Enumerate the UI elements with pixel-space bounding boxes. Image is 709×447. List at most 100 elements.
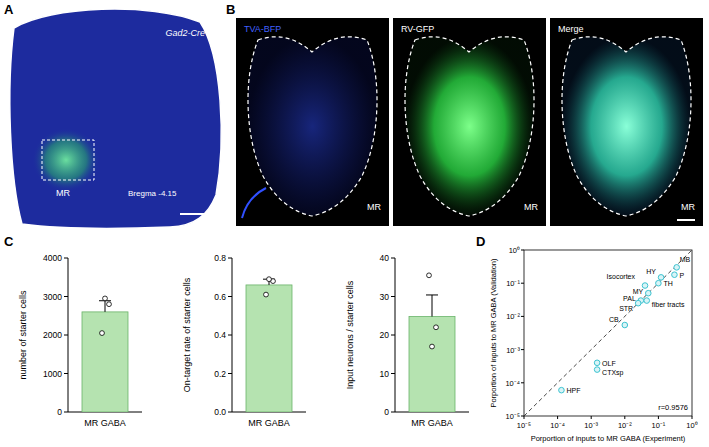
figure: ABCDGad2-CreMRBregma -4.15MRTVA-BFPMRRV-… xyxy=(0,0,709,447)
scatter-point xyxy=(672,272,678,278)
region-label: MR xyxy=(367,202,381,212)
signal xyxy=(562,37,691,216)
image-background xyxy=(393,18,546,226)
replicate-point xyxy=(434,325,439,330)
y-tick-label: 10⁻¹ xyxy=(506,279,520,288)
replicate-point xyxy=(107,302,112,307)
y-axis-label: Input neurons / starter cells xyxy=(345,280,355,389)
image-background xyxy=(550,18,703,226)
y-tick xyxy=(391,412,395,413)
point-label: Isocortex xyxy=(607,273,636,280)
y-tick xyxy=(228,335,232,336)
channel-label: RV-GFP xyxy=(401,24,434,34)
scatter-point xyxy=(594,367,600,373)
channel-label: Merge xyxy=(558,24,584,34)
x-tick-label: 10⁰ xyxy=(686,421,697,430)
y-tick-label: 4000 xyxy=(43,253,62,263)
bregma-label: Bregma -4.15 xyxy=(128,189,177,198)
y-tick-label: 10⁻² xyxy=(506,312,520,321)
y-tick-label: 0.0 xyxy=(214,407,226,417)
region-label: MR xyxy=(524,202,538,212)
replicate-point xyxy=(267,277,272,282)
replicate-point xyxy=(430,344,435,349)
y-tick xyxy=(391,296,395,297)
y-tick xyxy=(64,258,68,259)
plot-frame xyxy=(524,250,692,416)
genotype-label: Gad2-Cre xyxy=(165,28,205,38)
y-tick-label: 10 xyxy=(380,369,390,379)
marks xyxy=(246,277,292,412)
y-tick-label: 0.2 xyxy=(214,369,226,379)
y-tick xyxy=(521,250,524,251)
panel-label: B xyxy=(226,2,235,17)
y-tick-label: 0 xyxy=(384,407,389,417)
scatter-point xyxy=(644,298,650,304)
y-tick-label: 0 xyxy=(57,407,62,417)
identity-line xyxy=(524,250,692,416)
y-tick xyxy=(64,373,68,374)
y-tick xyxy=(391,258,395,259)
error-bar xyxy=(426,295,438,317)
scale-bar xyxy=(180,213,208,215)
y-tick xyxy=(228,296,232,297)
x-tick-label: 10⁻⁵ xyxy=(517,421,531,430)
panel-label: C xyxy=(4,234,14,249)
point-label: OLF xyxy=(602,360,616,367)
x-tick-label: 10⁻¹ xyxy=(651,421,665,430)
region-outline xyxy=(405,37,534,216)
point-label: CB xyxy=(609,316,619,323)
x-tick xyxy=(591,416,592,419)
replicate-point xyxy=(264,292,269,297)
point-label: HPF xyxy=(566,387,580,394)
y-tick xyxy=(521,316,524,317)
x-tick xyxy=(692,416,693,419)
signal xyxy=(248,37,377,216)
point-label: CTXsp xyxy=(602,369,624,377)
correlation-label: r=0.9576 xyxy=(658,403,688,412)
bar-chart: 0.00.20.40.60.8On-target rate of starter… xyxy=(182,253,306,428)
replicate-point xyxy=(100,331,105,336)
panel-b-image: MRTVA-BFP xyxy=(236,18,389,226)
y-axis-label: number of starter cells xyxy=(18,290,28,380)
panel-label: D xyxy=(476,234,485,249)
x-axis-label: Porportion of inputs to MR GABA (Experim… xyxy=(531,434,686,443)
y-tick-label: 10⁰ xyxy=(509,246,520,255)
y-tick xyxy=(228,373,232,374)
region-outline xyxy=(248,37,377,216)
y-tick-label: 10⁻³ xyxy=(506,346,520,355)
y-tick xyxy=(521,382,524,383)
x-tick xyxy=(658,416,659,419)
y-tick xyxy=(64,412,68,413)
y-tick-label: 30 xyxy=(380,292,390,302)
x-tick-label: MR GABA xyxy=(84,418,126,428)
scatter-point xyxy=(645,290,651,296)
point-label: fiber tracts xyxy=(652,301,685,308)
x-tick-label: MR GABA xyxy=(248,418,290,428)
x-tick-label: 10⁻³ xyxy=(584,421,598,430)
scatter-point xyxy=(635,300,641,306)
x-tick-label: 10⁻² xyxy=(618,421,632,430)
y-axis-label: Porportion of inputs to MR GABA (Validat… xyxy=(489,258,498,408)
y-tick xyxy=(391,335,395,336)
y-tick xyxy=(521,283,524,284)
bfp-trace xyxy=(242,188,266,218)
x-tick xyxy=(624,416,625,419)
y-tick-label: 0.8 xyxy=(214,253,226,263)
y-tick xyxy=(391,373,395,374)
y-tick-label: 20 xyxy=(380,330,390,340)
bar-chart: 010203040Input neurons / starter cellsMR… xyxy=(345,253,469,428)
point-label: P xyxy=(679,272,684,279)
x-tick xyxy=(557,416,558,419)
scale-bar xyxy=(677,219,695,221)
point-label: STR xyxy=(619,305,633,312)
region-label: MR xyxy=(681,202,695,212)
y-tick xyxy=(521,416,524,417)
marks xyxy=(82,296,128,412)
scatter-point xyxy=(656,280,662,286)
y-tick-label: 40 xyxy=(380,253,390,263)
panel-b-image: MR Merge xyxy=(550,18,703,226)
region-label: MR xyxy=(56,188,70,198)
region-outline xyxy=(562,37,691,216)
y-tick-label: 10⁻⁴ xyxy=(505,379,520,388)
bar xyxy=(246,285,292,412)
